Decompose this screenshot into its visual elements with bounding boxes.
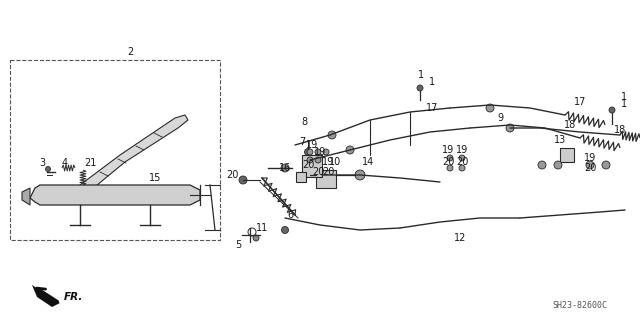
Text: 20: 20 <box>302 160 314 170</box>
Text: 15: 15 <box>149 173 161 183</box>
Circle shape <box>307 157 313 163</box>
Text: 17: 17 <box>574 97 586 107</box>
Text: 14: 14 <box>362 157 374 167</box>
Circle shape <box>307 149 313 155</box>
Text: 11: 11 <box>256 223 268 233</box>
Text: 19: 19 <box>584 153 596 163</box>
Circle shape <box>77 190 87 200</box>
Text: 19: 19 <box>322 157 334 167</box>
Circle shape <box>253 235 259 241</box>
Polygon shape <box>75 115 188 205</box>
Circle shape <box>447 155 453 161</box>
Text: 18: 18 <box>564 120 576 130</box>
Circle shape <box>602 161 610 169</box>
Bar <box>296 172 306 182</box>
Text: 18: 18 <box>614 125 626 135</box>
Text: 20: 20 <box>442 157 454 167</box>
Circle shape <box>355 170 365 180</box>
Circle shape <box>459 165 465 171</box>
Text: 4: 4 <box>62 158 68 168</box>
Polygon shape <box>30 185 200 205</box>
Text: 19: 19 <box>442 145 454 155</box>
Polygon shape <box>22 188 30 205</box>
Text: 16: 16 <box>279 163 291 173</box>
Text: 12: 12 <box>454 233 466 243</box>
Circle shape <box>282 226 289 234</box>
Circle shape <box>305 149 312 155</box>
Bar <box>560 148 574 162</box>
Circle shape <box>315 157 321 163</box>
Circle shape <box>506 124 514 132</box>
Text: 20: 20 <box>456 157 468 167</box>
Text: 1: 1 <box>418 70 424 80</box>
Text: 20: 20 <box>312 167 324 177</box>
Circle shape <box>486 104 494 112</box>
Text: 1: 1 <box>621 99 627 109</box>
Circle shape <box>586 161 594 169</box>
Circle shape <box>538 161 546 169</box>
Text: 7: 7 <box>299 137 305 147</box>
Text: 19: 19 <box>314 147 326 157</box>
Circle shape <box>609 107 615 113</box>
Circle shape <box>323 149 329 155</box>
Circle shape <box>447 165 453 171</box>
Text: FR.: FR. <box>64 292 83 302</box>
Text: 19: 19 <box>456 145 468 155</box>
Circle shape <box>459 155 465 161</box>
Text: 13: 13 <box>554 135 566 145</box>
Circle shape <box>315 149 321 155</box>
Text: 1: 1 <box>429 77 435 87</box>
Text: 17: 17 <box>426 103 438 113</box>
Circle shape <box>328 131 336 139</box>
Bar <box>302 155 322 177</box>
Text: 20: 20 <box>584 163 596 173</box>
Text: 10: 10 <box>329 157 341 167</box>
Circle shape <box>239 176 247 184</box>
Text: SH23-82600C: SH23-82600C <box>552 300 607 309</box>
Circle shape <box>346 146 354 154</box>
Text: 1: 1 <box>621 92 627 102</box>
Text: 8: 8 <box>301 117 307 127</box>
Circle shape <box>554 161 562 169</box>
Text: 3: 3 <box>39 158 45 168</box>
Text: 6: 6 <box>287 210 293 220</box>
Polygon shape <box>32 285 60 307</box>
Text: 20: 20 <box>322 167 334 177</box>
Circle shape <box>417 85 423 91</box>
Text: 2: 2 <box>127 47 133 57</box>
Text: 19: 19 <box>306 140 318 150</box>
Text: 20: 20 <box>226 170 238 180</box>
Text: 5: 5 <box>235 240 241 250</box>
Bar <box>316 170 336 188</box>
Text: 9: 9 <box>497 113 503 123</box>
Circle shape <box>45 167 51 172</box>
Circle shape <box>281 164 289 172</box>
Text: 21: 21 <box>84 158 96 168</box>
